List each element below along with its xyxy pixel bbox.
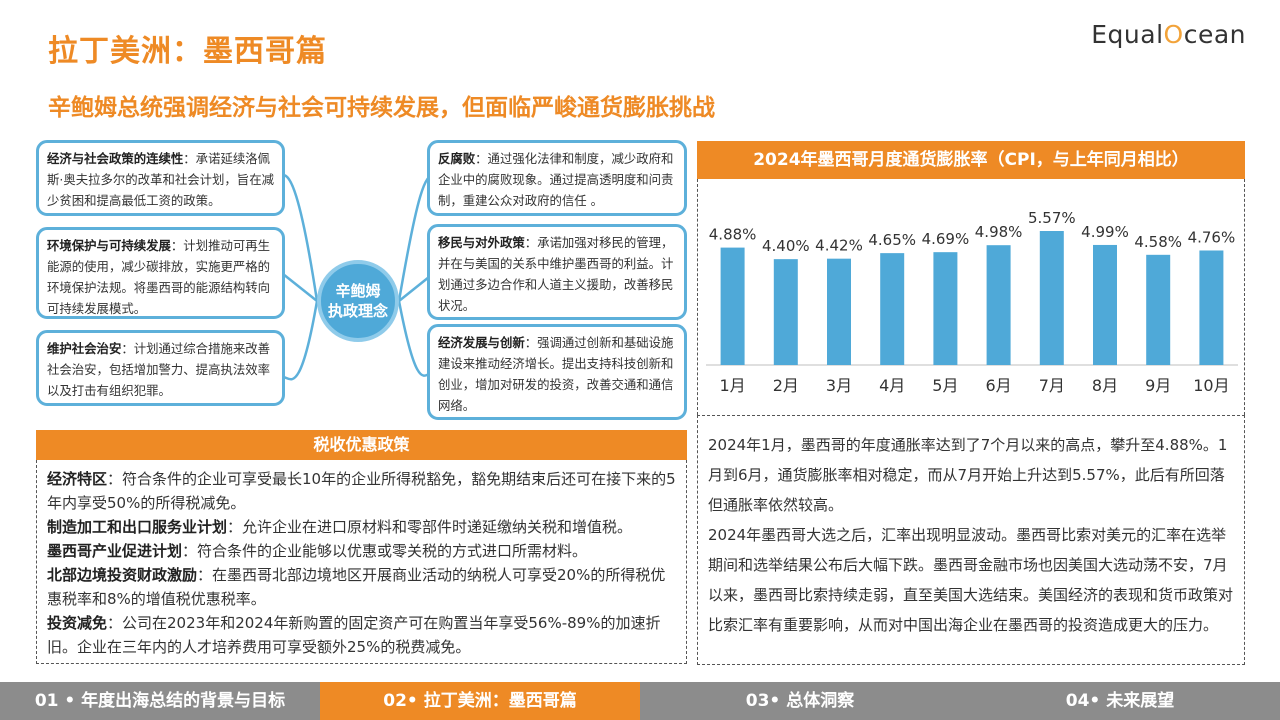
data-label-6: 4.98% — [975, 223, 1023, 241]
x-tick-label-1: 1月 — [720, 376, 746, 395]
x-tick-label-2: 2月 — [773, 376, 799, 395]
bar-2 — [773, 259, 798, 365]
tax-item-text: ：允许企业在进口原材料和零部件时递延缴纳关税和增值税。 — [227, 518, 633, 536]
tax-item-text: ：在墨西哥北部边境地区开展商业活动的纳税人可享受20%的所得税优惠税率和8%的增… — [47, 566, 666, 608]
policy-text: ：计划通过综合措施来改善社会治安，包括增加警力、提高执法效率以及打击有组织犯罪。 — [47, 341, 271, 398]
page-title: 拉丁美洲：墨西哥篇 — [48, 34, 327, 69]
policy-title: 维护社会治安 — [47, 341, 122, 356]
center-line-2: 执政理念 — [327, 302, 388, 320]
page-subtitle: 辛鲍姆总统强调经济与社会可持续发展，但面临严峻通货膨胀挑战 — [48, 95, 715, 121]
bar-6 — [986, 245, 1011, 365]
policy-mindmap: 经济与社会政策的连续性：承诺延续洛佩斯·奥夫拉多尔的改革和社会计划，旨在减少贫困… — [0, 130, 700, 430]
policy-text: ：强调通过创新和基础设施建设来推动经济增长。提出支持科技创新和创业，增加对研发的… — [438, 335, 674, 413]
connector-2 — [282, 273, 318, 302]
tax-item: 北部边境投资财政激励：在墨西哥北部边境地区开展商业活动的纳税人可享受20%的所得… — [47, 563, 676, 611]
x-tick-label-10: 10月 — [1193, 376, 1229, 395]
connector-1 — [282, 173, 319, 302]
policy-card-public-security: 维护社会治安：计划通过综合措施来改善社会治安，包括增加警力、提高执法效率以及打击… — [36, 330, 285, 406]
policy-card-innovation: 经济发展与创新：强调通过创新和基础设施建设来推动经济增长。提出支持科技创新和创业… — [427, 324, 687, 420]
bar-10 — [1199, 250, 1224, 365]
logo-suffix: cean — [1183, 20, 1246, 49]
tax-item-title: 经济特区 — [47, 470, 108, 488]
x-tick-label-8: 8月 — [1092, 376, 1118, 395]
policy-card-environment: 环境保护与可持续发展：计划推动可再生能源的使用，减少碳排放，实施更严格的环境保护… — [36, 227, 285, 319]
data-label-9: 4.58% — [1134, 233, 1182, 251]
tax-policy-box: 经济特区：符合条件的企业可享受最长10年的企业所得税豁免，豁免期结束后还可在接下… — [36, 460, 687, 664]
bar-1 — [720, 247, 745, 365]
connector-3 — [282, 300, 319, 381]
data-label-1: 4.88% — [709, 226, 757, 244]
tax-item-title: 墨西哥产业促进计划 — [47, 542, 183, 560]
tax-item: 制造加工和出口服务业计划：允许企业在进口原材料和零部件时递延缴纳关税和增值税。 — [47, 515, 676, 539]
policy-card-anti-corruption: 反腐败：通过强化法律和制度，减少政府和企业中的腐败现象。通过提高透明度和问责制，… — [427, 140, 687, 216]
bar-3 — [827, 258, 851, 365]
logo-prefix: Equal — [1091, 20, 1164, 49]
policy-title: 经济与社会政策的连续性 — [47, 151, 184, 166]
data-label-3: 4.42% — [815, 237, 863, 255]
tax-item: 经济特区：符合条件的企业可享受最长10年的企业所得税豁免，豁免期结束后还可在接下… — [47, 467, 676, 515]
data-label-5: 4.69% — [922, 230, 970, 248]
section-tab-outlook[interactable]: 04• 未来展望 — [1065, 691, 1175, 711]
policy-title: 移民与对外政策 — [438, 235, 525, 250]
policy-text: ：承诺延续洛佩斯·奥夫拉多尔的改革和社会计划，旨在减少贫困和提高最低工资的政策。 — [47, 151, 274, 208]
bar-5 — [933, 252, 958, 365]
section-tab-mexico[interactable]: 02• 拉丁美洲：墨西哥篇 — [320, 682, 640, 720]
policy-card-economic-continuity: 经济与社会政策的连续性：承诺延续洛佩斯·奥夫拉多尔的改革和社会计划，旨在减少贫困… — [36, 140, 285, 216]
policy-card-migration: 移民与对外政策：承诺加强对移民的管理，并在与美国的关系中维护墨西哥的利益。计划通… — [427, 224, 687, 320]
inflation-bar-chart: 4.88% 1月 4.40% 2月 4.42% 3月 4.65% 4月 4.69% 5月 4.98%… — [706, 209, 1238, 395]
x-tick-label-3: 3月 — [826, 376, 852, 395]
section-nav: 01 • 年度出海总结的背景与目标 02• 拉丁美洲：墨西哥篇 03• 总体洞察… — [0, 682, 1280, 720]
bar-7 — [1039, 231, 1064, 365]
tax-item-text: ：符合条件的企业能够以优惠或零关税的方式进口所需材料。 — [182, 542, 588, 560]
data-label-4: 4.65% — [868, 231, 916, 249]
tax-item-title: 制造加工和出口服务业计划 — [47, 518, 228, 536]
x-tick-label-9: 9月 — [1145, 376, 1171, 395]
data-label-8: 4.99% — [1081, 223, 1129, 241]
x-tick-label-6: 6月 — [986, 376, 1012, 395]
center-line-1: 辛鲍姆 — [335, 282, 381, 300]
analysis-box: 2024年1月，墨西哥的年度通胀率达到了7个月以来的高点，攀升至4.88%。1月… — [697, 415, 1245, 665]
x-tick-label-4: 4月 — [879, 376, 905, 395]
chart-title: 2024年墨西哥月度通货膨胀率（CPI，与上年同月相比） — [697, 141, 1245, 179]
tax-item-text: ：符合条件的企业可享受最长10年的企业所得税豁免，豁免期结束后还可在接下来的5年… — [47, 470, 676, 512]
policy-title: 经济发展与创新 — [438, 335, 525, 350]
tax-item: 墨西哥产业促进计划：符合条件的企业能够以优惠或零关税的方式进口所需材料。 — [47, 539, 676, 563]
tax-item-text: ：公司在2023年和2024年新购置的固定资产可在购置当年享受56%-89%的加… — [47, 614, 661, 656]
bar-8 — [1093, 244, 1117, 365]
tax-item-title: 北部边境投资财政激励 — [47, 566, 198, 584]
logo-o: O — [1163, 20, 1184, 49]
data-label-10: 4.76% — [1188, 228, 1236, 246]
policy-title: 环境保护与可持续发展 — [47, 238, 171, 253]
x-tick-label-5: 5月 — [932, 376, 958, 395]
data-label-2: 4.40% — [762, 237, 810, 255]
analysis-paragraph-1: 2024年1月，墨西哥的年度通胀率达到了7个月以来的高点，攀升至4.88%。1月… — [708, 436, 1228, 514]
mindmap-center-node: 辛鲍姆 执政理念 — [317, 260, 399, 342]
data-label-7: 5.57% — [1028, 209, 1076, 227]
inflation-chart-panel: 4.88% 1月 4.40% 2月 4.42% 3月 4.65% 4月 4.69% 5月 4.98%… — [697, 179, 1245, 415]
x-tick-label-7: 7月 — [1039, 376, 1065, 395]
tax-policy-heading: 税收优惠政策 — [36, 430, 687, 460]
tax-item-title: 投资减免 — [47, 614, 108, 632]
section-tab-insights[interactable]: 03• 总体洞察 — [745, 691, 855, 711]
bar-4 — [880, 253, 905, 365]
equalocean-logo: EqualOcean — [1091, 20, 1246, 49]
tax-item: 投资减免：公司在2023年和2024年新购置的固定资产可在购置当年享受56%-8… — [47, 611, 676, 659]
section-tab-background[interactable]: 01 • 年度出海总结的背景与目标 — [34, 691, 286, 711]
bar-9 — [1146, 254, 1171, 365]
analysis-paragraph-2: 2024年墨西哥大选之后，汇率出现明显波动。墨西哥比索对美元的汇率在选举期间和选… — [708, 526, 1234, 634]
policy-text: ：承诺加强对移民的管理，并在与美国的关系中维护墨西哥的利益。计划通过多边合作和人… — [438, 235, 674, 313]
policy-text: ：计划推动可再生能源的使用，减少碳排放，实施更严格的环境保护法规。将墨西哥的能源… — [47, 238, 271, 316]
policy-text: ：通过强化法律和制度，减少政府和企业中的腐败现象。通过提高透明度和问责制，重建公… — [438, 151, 674, 208]
policy-title: 反腐败 — [438, 151, 476, 166]
